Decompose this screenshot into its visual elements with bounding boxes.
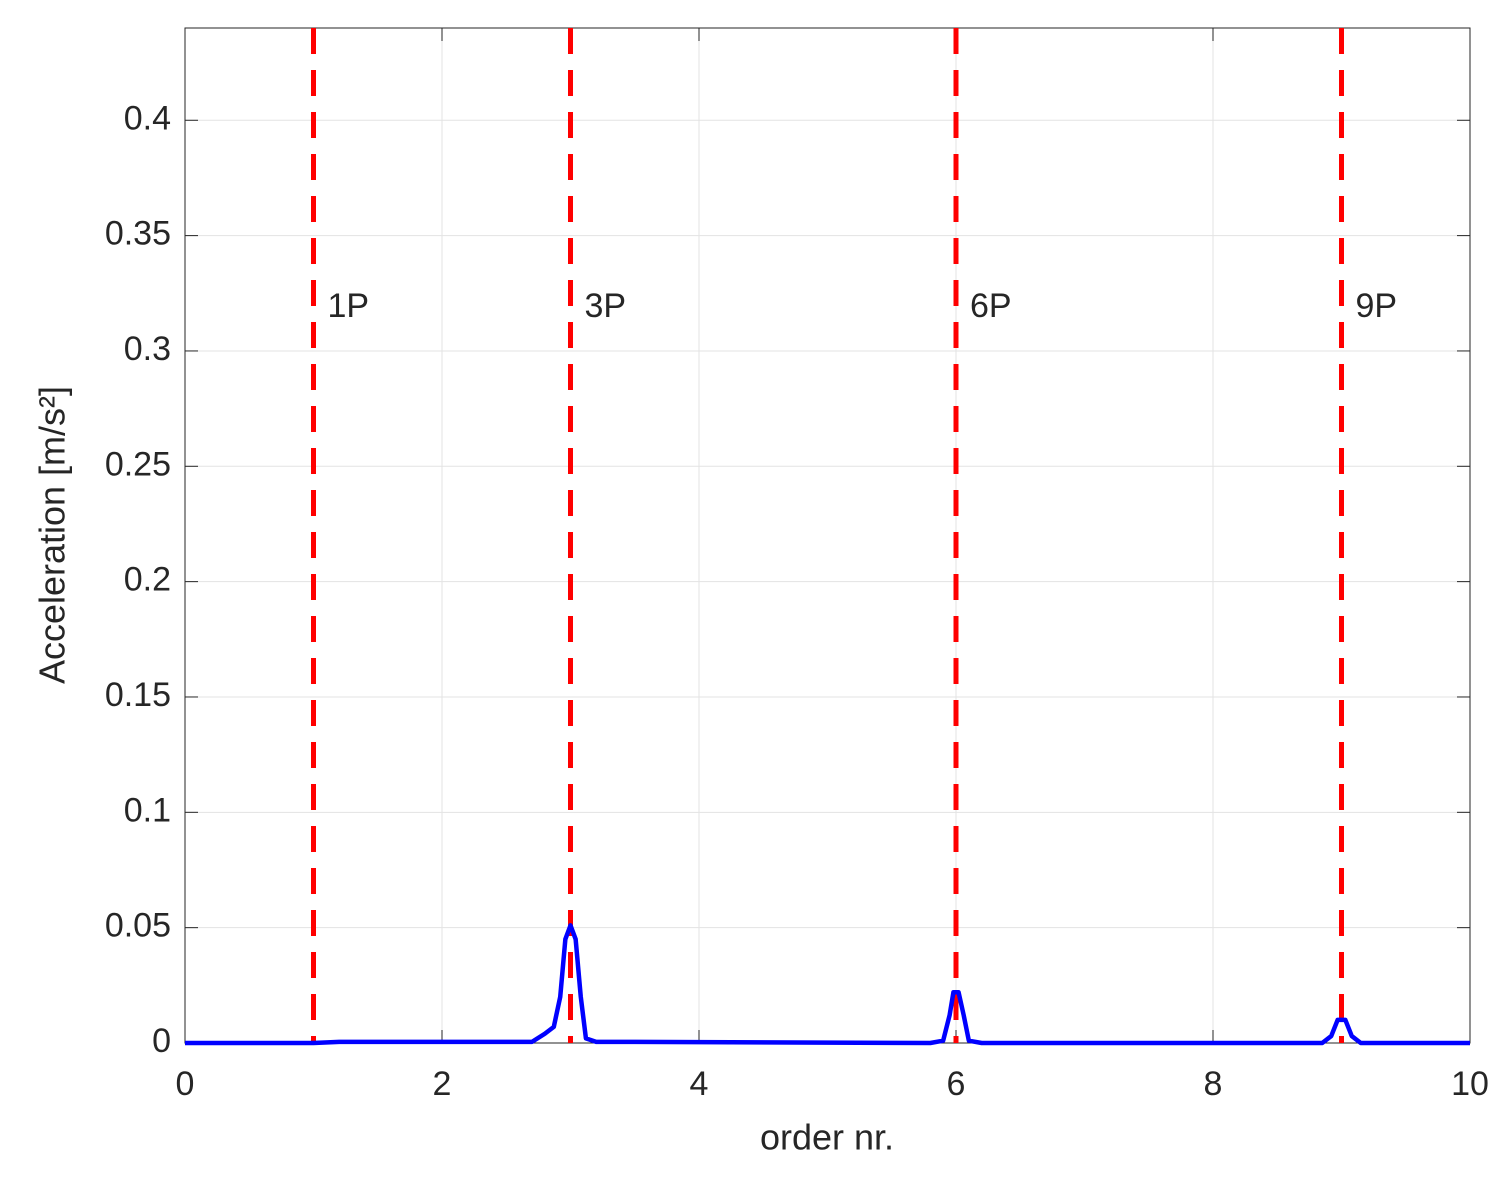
x-axis-label: order nr. <box>760 1117 894 1158</box>
reference-label: 9P <box>1356 287 1398 325</box>
x-tick-label: 2 <box>433 1065 452 1103</box>
y-tick-label: 0 <box>152 1022 171 1060</box>
y-tick-label: 0.1 <box>124 791 171 829</box>
data-line <box>185 923 1470 1046</box>
y-tick-label: 0.35 <box>105 215 171 253</box>
x-tick-label: 4 <box>690 1065 709 1103</box>
y-tick-label: 0.25 <box>105 445 171 483</box>
y-tick-label: 0.4 <box>124 99 171 137</box>
reference-label: 1P <box>328 287 370 325</box>
reference-label: 3P <box>585 287 627 325</box>
plot-frame <box>184 27 1471 1044</box>
y-tick-label: 0.3 <box>124 330 171 368</box>
y-tick-label: 0.15 <box>105 676 171 714</box>
x-tick-label: 8 <box>1204 1065 1223 1103</box>
x-tick-label: 10 <box>1451 1065 1489 1103</box>
reference-label: 6P <box>970 287 1012 325</box>
y-tick-label: 0.2 <box>124 561 171 599</box>
y-axis-label: Acceleration [m/s²] <box>32 386 73 684</box>
x-tick-label: 0 <box>176 1065 195 1103</box>
y-tick-label: 0.05 <box>105 907 171 945</box>
x-tick-label: 6 <box>947 1065 966 1103</box>
